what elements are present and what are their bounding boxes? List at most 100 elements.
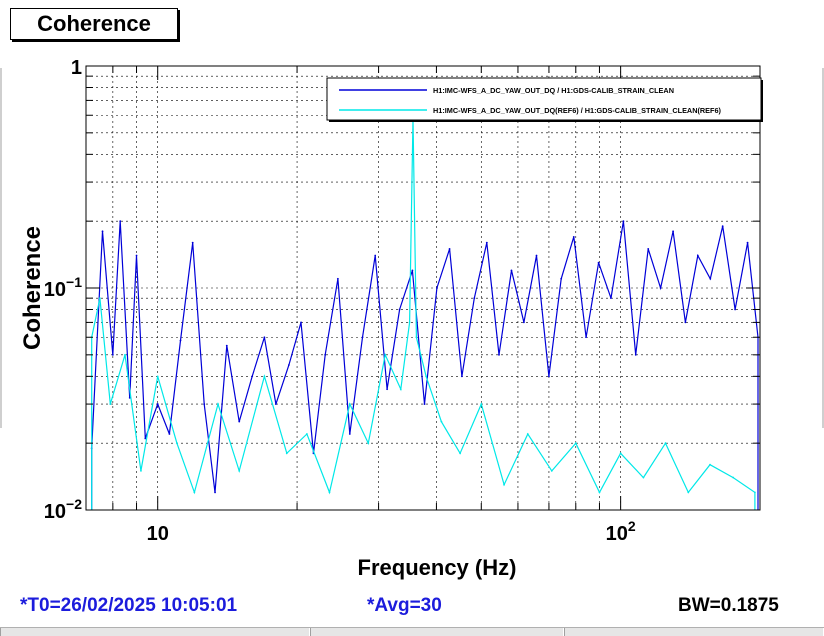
series-1-point <box>585 336 587 339</box>
series-1-point <box>473 297 476 300</box>
series-1-point <box>684 321 687 324</box>
series-2-point <box>305 433 308 435</box>
series-1-point <box>144 437 147 440</box>
x-tick-label: 102 <box>606 518 636 545</box>
series-1-point <box>721 225 724 228</box>
series-2-point <box>175 442 178 445</box>
series-1-point <box>101 230 104 233</box>
series-1-point <box>191 241 194 244</box>
series-1-point <box>746 241 749 244</box>
t0-label: *T0=26/02/2025 10:05:01 <box>20 595 238 616</box>
series-2-point <box>503 483 505 486</box>
series-1-point <box>348 433 351 435</box>
x-tick-label: 10 <box>147 523 169 545</box>
series-1-point <box>436 287 438 289</box>
series-1-point <box>560 277 563 280</box>
series-1-point <box>460 375 463 378</box>
series-1-point <box>156 403 159 405</box>
series-1-point <box>361 336 364 339</box>
series-1-point <box>734 308 736 311</box>
series-2-point <box>642 476 645 479</box>
series-1-point <box>263 336 266 339</box>
series-1-point <box>510 269 513 272</box>
series-1-point <box>411 269 414 272</box>
series-1-point <box>610 297 612 300</box>
series-2-point <box>193 491 196 494</box>
series-2-point <box>754 491 756 494</box>
series-1-point <box>168 433 171 435</box>
series-1-point <box>128 396 131 399</box>
series-1-point <box>374 254 377 257</box>
series-2-point <box>124 353 126 356</box>
series-1-point <box>251 375 254 378</box>
y-tick-label: 1 <box>71 57 82 79</box>
series-2-point <box>384 353 387 356</box>
x-axis-label: Frequency (Hz) <box>358 555 517 580</box>
y-tick-label: 10−2 <box>44 496 82 523</box>
series-1-point <box>572 235 575 238</box>
series-1-point <box>225 344 228 347</box>
chart-title-box: Coherence <box>10 8 178 40</box>
y-tick-label: 10−1 <box>44 274 82 301</box>
bw-label: BW=0.1875 <box>678 595 779 616</box>
series-1-point <box>634 353 637 356</box>
series-1-point <box>238 420 241 423</box>
bottom-button-2[interactable] <box>310 628 564 636</box>
series-1-point <box>119 220 122 223</box>
series-2-point <box>367 442 370 445</box>
series-1-point <box>300 321 302 324</box>
series-1-point <box>423 403 426 405</box>
series-1-point <box>498 353 500 356</box>
legend-label-1: H1:IMC-WFS_A_DC_YAW_OUT_DQ / H1:GDS-CALI… <box>433 86 674 95</box>
series-1-point <box>696 254 699 257</box>
series-2-point <box>619 452 622 455</box>
series-2-point <box>285 452 288 455</box>
series-1-point <box>522 321 525 324</box>
right-panel-edge <box>822 68 824 428</box>
series-2-point <box>440 420 443 423</box>
series-2-point <box>709 463 711 466</box>
bottom-button-1[interactable] <box>0 628 310 636</box>
series-2-point <box>664 442 667 445</box>
series-1-point <box>659 287 662 289</box>
series-2-point <box>156 375 159 378</box>
series-1-point <box>647 248 650 250</box>
series-1-point <box>274 403 277 405</box>
series-1-point <box>485 241 488 244</box>
series-1-point <box>111 353 114 356</box>
series-2-point <box>408 321 411 324</box>
series-1-point <box>622 220 625 223</box>
series-1-point <box>535 254 538 257</box>
series-2-point <box>480 403 483 405</box>
series-1-point <box>672 230 674 233</box>
series-2-point <box>459 452 462 455</box>
series-2-point <box>526 433 529 435</box>
series-2-point <box>732 476 735 479</box>
series-1-point <box>448 248 451 250</box>
series-2-point <box>425 375 428 378</box>
legend-box <box>326 77 762 121</box>
series-1-point <box>336 277 339 280</box>
series-1-point <box>398 308 401 311</box>
series-2-point <box>399 388 402 391</box>
series-2-point <box>415 336 418 339</box>
series-2-point <box>598 491 601 494</box>
series-2-point <box>574 442 577 445</box>
series-2-point <box>263 375 266 378</box>
series-1-point <box>709 277 712 280</box>
series-1-point <box>386 388 389 391</box>
series-2-point <box>98 297 101 300</box>
left-panel-edge <box>0 68 2 428</box>
series-2-point <box>348 403 351 405</box>
series-1-point <box>203 403 206 405</box>
series-2-point <box>140 470 142 472</box>
series-2-point <box>238 470 241 472</box>
series-2-point <box>550 470 553 472</box>
series-2-point <box>217 403 219 405</box>
series-1-point <box>179 339 182 342</box>
series-1-point <box>287 364 290 366</box>
series-1-point <box>324 353 327 356</box>
avg-label: *Avg=30 <box>367 595 442 616</box>
series-1-point <box>548 375 550 378</box>
